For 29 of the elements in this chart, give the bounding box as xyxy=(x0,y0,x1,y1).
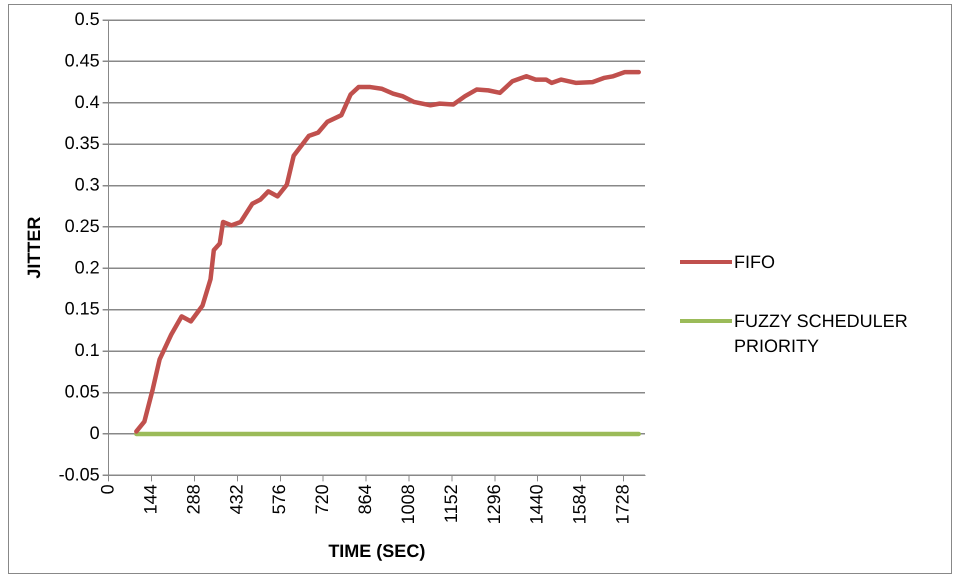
y-tick-label: 0.45 xyxy=(64,50,100,70)
x-tick-label: 1440 xyxy=(526,484,547,524)
y-axis-title: JITTER xyxy=(24,216,44,279)
y-tick-label: 0.25 xyxy=(64,216,100,236)
y-tick-label: 0.2 xyxy=(74,257,100,278)
y-tick-label: 0.15 xyxy=(64,298,100,319)
y-tick-label: 0.5 xyxy=(74,8,100,29)
x-tick-label: 1584 xyxy=(570,484,590,524)
x-tick-label: 288 xyxy=(183,484,204,514)
legend-label: FIFO xyxy=(734,251,776,274)
x-tick-label: 1152 xyxy=(440,484,461,524)
x-tick-label: 720 xyxy=(312,484,332,514)
x-tick-label: 0 xyxy=(98,484,118,494)
x-tick-label: 1008 xyxy=(398,484,418,524)
y-tick-label: 0.3 xyxy=(74,174,100,195)
x-tick-label: 432 xyxy=(226,484,246,514)
x-tick-label: 1728 xyxy=(612,484,633,524)
y-tick-label: -0.05 xyxy=(58,464,100,484)
y-tick-label: 0.4 xyxy=(74,92,100,112)
y-tick-label: 0.35 xyxy=(64,133,100,154)
y-tick-label: 0.05 xyxy=(64,382,100,402)
y-tick-label: 0 xyxy=(90,422,100,443)
x-tick-label: 864 xyxy=(355,484,376,514)
y-tick-label: 0.1 xyxy=(74,340,100,360)
x-tick-label: 144 xyxy=(140,484,161,514)
legend-label: FUZZY SCHEDULER PRIORITY xyxy=(734,310,909,358)
x-tick-label: 576 xyxy=(269,484,290,514)
x-axis-title: TIME (SEC) xyxy=(328,541,426,562)
x-tick-label: 1296 xyxy=(484,484,504,524)
